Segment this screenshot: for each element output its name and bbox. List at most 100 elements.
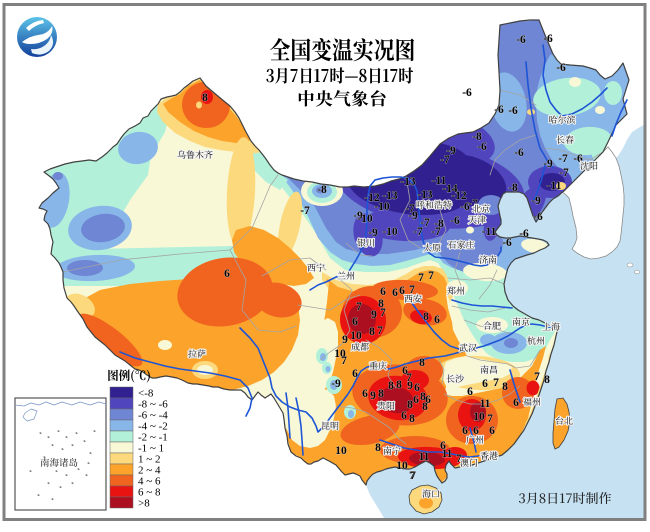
svg-text:6 ~ 8: 6 ~ 8 (138, 487, 161, 499)
svg-text:7: 7 (418, 272, 424, 284)
svg-text:8: 8 (423, 311, 429, 323)
svg-text:8: 8 (407, 399, 413, 411)
svg-text:-6 ~ -4: -6 ~ -4 (138, 410, 168, 422)
svg-text:8: 8 (409, 413, 415, 425)
svg-text:6: 6 (440, 440, 446, 452)
svg-text:-6: -6 (502, 237, 512, 249)
svg-text:8: 8 (419, 357, 425, 369)
svg-text:-6: -6 (533, 211, 543, 223)
svg-text:8: 8 (369, 326, 375, 338)
svg-text:9: 9 (371, 309, 377, 321)
svg-text:8: 8 (202, 92, 208, 104)
svg-text:10: 10 (335, 445, 347, 457)
svg-text:7: 7 (356, 301, 362, 313)
svg-text:10: 10 (350, 330, 362, 342)
svg-text:6: 6 (462, 425, 468, 437)
svg-text:6: 6 (401, 410, 407, 422)
svg-text:6: 6 (362, 388, 368, 400)
svg-text:10: 10 (473, 411, 485, 423)
svg-text:8: 8 (544, 374, 550, 386)
svg-text:9: 9 (370, 390, 376, 402)
svg-text:6: 6 (392, 287, 398, 299)
svg-text:-8: -8 (472, 131, 482, 143)
svg-text:-7: -7 (431, 226, 441, 238)
svg-text:4 ~ 6: 4 ~ 6 (138, 476, 161, 488)
svg-text:-7: -7 (440, 154, 450, 166)
svg-text:-6: -6 (514, 147, 524, 159)
svg-text:-6: -6 (516, 34, 526, 46)
svg-text:7: 7 (409, 470, 415, 482)
svg-text:6: 6 (402, 365, 408, 377)
svg-text:8: 8 (420, 391, 426, 403)
svg-text:-8 ~ -6: -8 ~ -6 (138, 399, 168, 411)
svg-text:6: 6 (352, 316, 358, 328)
svg-text:-6: -6 (462, 87, 472, 99)
svg-text:-9: -9 (543, 158, 553, 170)
svg-text:10: 10 (396, 460, 408, 472)
svg-text:>8: >8 (138, 498, 150, 510)
svg-text:-14: -14 (442, 183, 458, 195)
svg-text:-13: -13 (400, 176, 416, 188)
svg-text:-12: -12 (364, 192, 380, 204)
svg-text:8: 8 (378, 388, 384, 400)
svg-text:7: 7 (493, 377, 499, 389)
svg-text:7: 7 (341, 355, 347, 367)
svg-text:-7: -7 (300, 205, 310, 217)
svg-text:-6: -6 (543, 33, 553, 45)
svg-text:7: 7 (380, 307, 386, 319)
svg-text:1 ~ 2: 1 ~ 2 (138, 454, 160, 466)
svg-text:-13: -13 (417, 189, 433, 201)
svg-text:6: 6 (434, 314, 440, 326)
svg-text:-9: -9 (446, 145, 456, 157)
svg-text:7: 7 (406, 372, 412, 384)
svg-text:2 ~ 4: 2 ~ 4 (138, 465, 161, 477)
svg-text:-9: -9 (368, 227, 378, 239)
svg-text:<-8: <-8 (138, 388, 154, 400)
svg-text:-11: -11 (482, 226, 497, 238)
svg-text:11: 11 (480, 398, 491, 410)
svg-text:-9: -9 (408, 210, 418, 222)
svg-text:-10: -10 (382, 226, 398, 238)
svg-text:-6: -6 (508, 105, 518, 117)
svg-text:6: 6 (467, 386, 473, 398)
svg-text:-12: -12 (451, 190, 467, 202)
svg-text:-6: -6 (556, 62, 566, 74)
svg-text:11: 11 (442, 448, 453, 460)
svg-text:6: 6 (399, 285, 405, 297)
svg-text:6: 6 (352, 368, 358, 380)
svg-text:6: 6 (482, 378, 488, 390)
svg-text:7: 7 (487, 413, 493, 425)
svg-text:8: 8 (375, 442, 381, 454)
svg-text:-9: -9 (531, 195, 541, 207)
svg-text:10: 10 (334, 348, 346, 360)
svg-text:6: 6 (413, 394, 419, 406)
svg-text:8: 8 (502, 381, 508, 393)
svg-text:7: 7 (456, 453, 462, 465)
svg-text:-6: -6 (460, 201, 470, 213)
svg-text:6: 6 (513, 397, 519, 409)
svg-text:-9: -9 (331, 378, 341, 390)
svg-text:-1 ~ 1: -1 ~ 1 (138, 443, 164, 455)
svg-text:-7: -7 (468, 198, 478, 210)
svg-text:7: 7 (410, 470, 416, 482)
svg-text:9: 9 (407, 380, 413, 392)
svg-text:7: 7 (377, 325, 383, 337)
svg-text:-7: -7 (420, 217, 430, 229)
svg-text:6: 6 (414, 382, 420, 394)
svg-text:-7: -7 (405, 203, 415, 215)
svg-text:-7: -7 (413, 226, 423, 238)
svg-text:6: 6 (380, 286, 386, 298)
svg-text:-4 ~ -2: -4 ~ -2 (138, 421, 168, 433)
svg-text:-6: -6 (477, 141, 487, 153)
svg-text:-6: -6 (450, 215, 460, 227)
svg-text:-7: -7 (559, 167, 569, 179)
svg-text:-8: -8 (434, 218, 444, 230)
svg-text:6: 6 (425, 394, 431, 406)
svg-text:-11: -11 (547, 180, 562, 192)
svg-text:-6: -6 (573, 153, 583, 165)
svg-text:-7: -7 (558, 153, 568, 165)
svg-text:-10: -10 (357, 213, 373, 225)
svg-text:6: 6 (224, 268, 230, 280)
svg-text:6: 6 (473, 425, 479, 437)
svg-text:6: 6 (489, 425, 495, 437)
